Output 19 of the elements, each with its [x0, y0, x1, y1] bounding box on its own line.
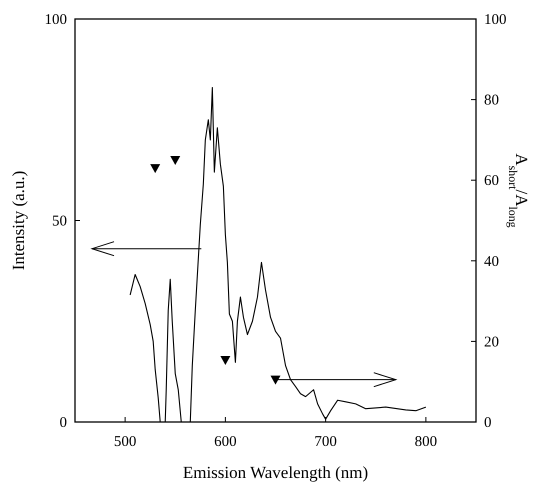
y2-tick-label: 80 — [484, 92, 499, 109]
x-tick-label: 700 — [314, 434, 337, 450]
point — [270, 376, 280, 385]
x-tick-label: 800 — [414, 434, 438, 450]
point — [170, 156, 180, 166]
point — [150, 164, 160, 174]
x-axis-title: Emission Wavelength (nm) — [182, 463, 368, 482]
x-tick-label: 500 — [114, 434, 136, 450]
y2-tick-label: 100 — [484, 12, 506, 28]
y-tick-label: 50 — [52, 214, 67, 230]
y-tick-label: 0 — [60, 415, 67, 431]
y2-tick-label: 20 — [484, 334, 499, 350]
point — [220, 356, 230, 365]
y2-tick-label: 60 — [484, 173, 499, 190]
x-tick-label: 600 — [214, 434, 237, 450]
y-tick-label: 100 — [44, 12, 67, 28]
y2-tick-label: 40 — [484, 254, 499, 270]
y2-tick-label: 0 — [484, 415, 492, 431]
y-axis-title: Intensity (a.u.) — [9, 170, 28, 270]
